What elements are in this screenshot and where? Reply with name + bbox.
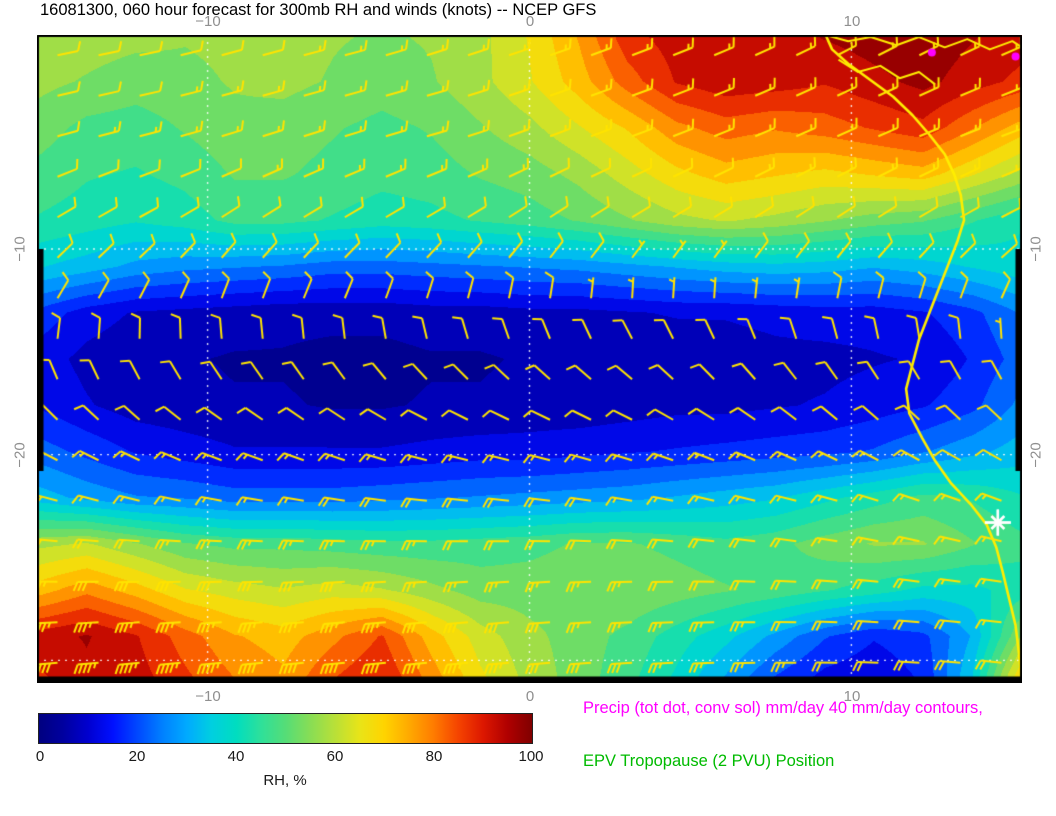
x-tick-top-2: 10	[843, 13, 861, 30]
y-tick-left-0: −10	[11, 236, 29, 262]
x-tick-bottom-2: 10	[843, 688, 861, 705]
colorbar-tick-20: 20	[128, 748, 146, 765]
x-tick-top-1: 0	[525, 13, 535, 30]
y-tick-left-1: −20	[11, 442, 29, 468]
rh-colorbar	[38, 713, 533, 744]
colorbar-tick-40: 40	[227, 748, 245, 765]
colorbar-tick-100: 100	[518, 748, 544, 765]
y-tick-right-1: −20	[1027, 442, 1045, 468]
colorbar-tick-80: 80	[425, 748, 443, 765]
x-tick-top-0: −10	[195, 13, 221, 30]
colorbar-tick-0: 0	[35, 748, 45, 765]
x-tick-bottom-1: 0	[525, 688, 535, 705]
legend-precip: Precip (tot dot, conv sol) mm/day 40 mm/…	[583, 699, 983, 717]
rh-wind-map-canvas	[37, 35, 1022, 683]
y-tick-right-0: −10	[1027, 236, 1045, 262]
x-tick-bottom-0: −10	[195, 688, 221, 705]
colorbar-tick-60: 60	[326, 748, 344, 765]
colorbar-label: RH, %	[263, 772, 307, 789]
figure-title: 16081300, 060 hour forecast for 300mb RH…	[40, 1, 597, 19]
legend-epv-tropopause: EPV Tropopause (2 PVU) Position	[583, 752, 835, 770]
